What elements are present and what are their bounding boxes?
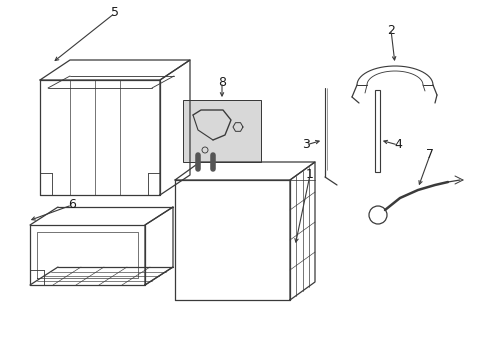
Text: 5: 5 <box>111 6 119 19</box>
Text: 4: 4 <box>393 139 401 152</box>
Text: 1: 1 <box>305 168 313 181</box>
Text: 6: 6 <box>68 198 76 211</box>
Text: 2: 2 <box>386 23 394 36</box>
Text: 7: 7 <box>425 148 433 162</box>
Circle shape <box>208 151 216 159</box>
Text: 3: 3 <box>302 139 309 152</box>
Bar <box>183 100 261 162</box>
Text: 8: 8 <box>218 76 225 89</box>
Bar <box>374 90 379 172</box>
Circle shape <box>193 151 201 159</box>
